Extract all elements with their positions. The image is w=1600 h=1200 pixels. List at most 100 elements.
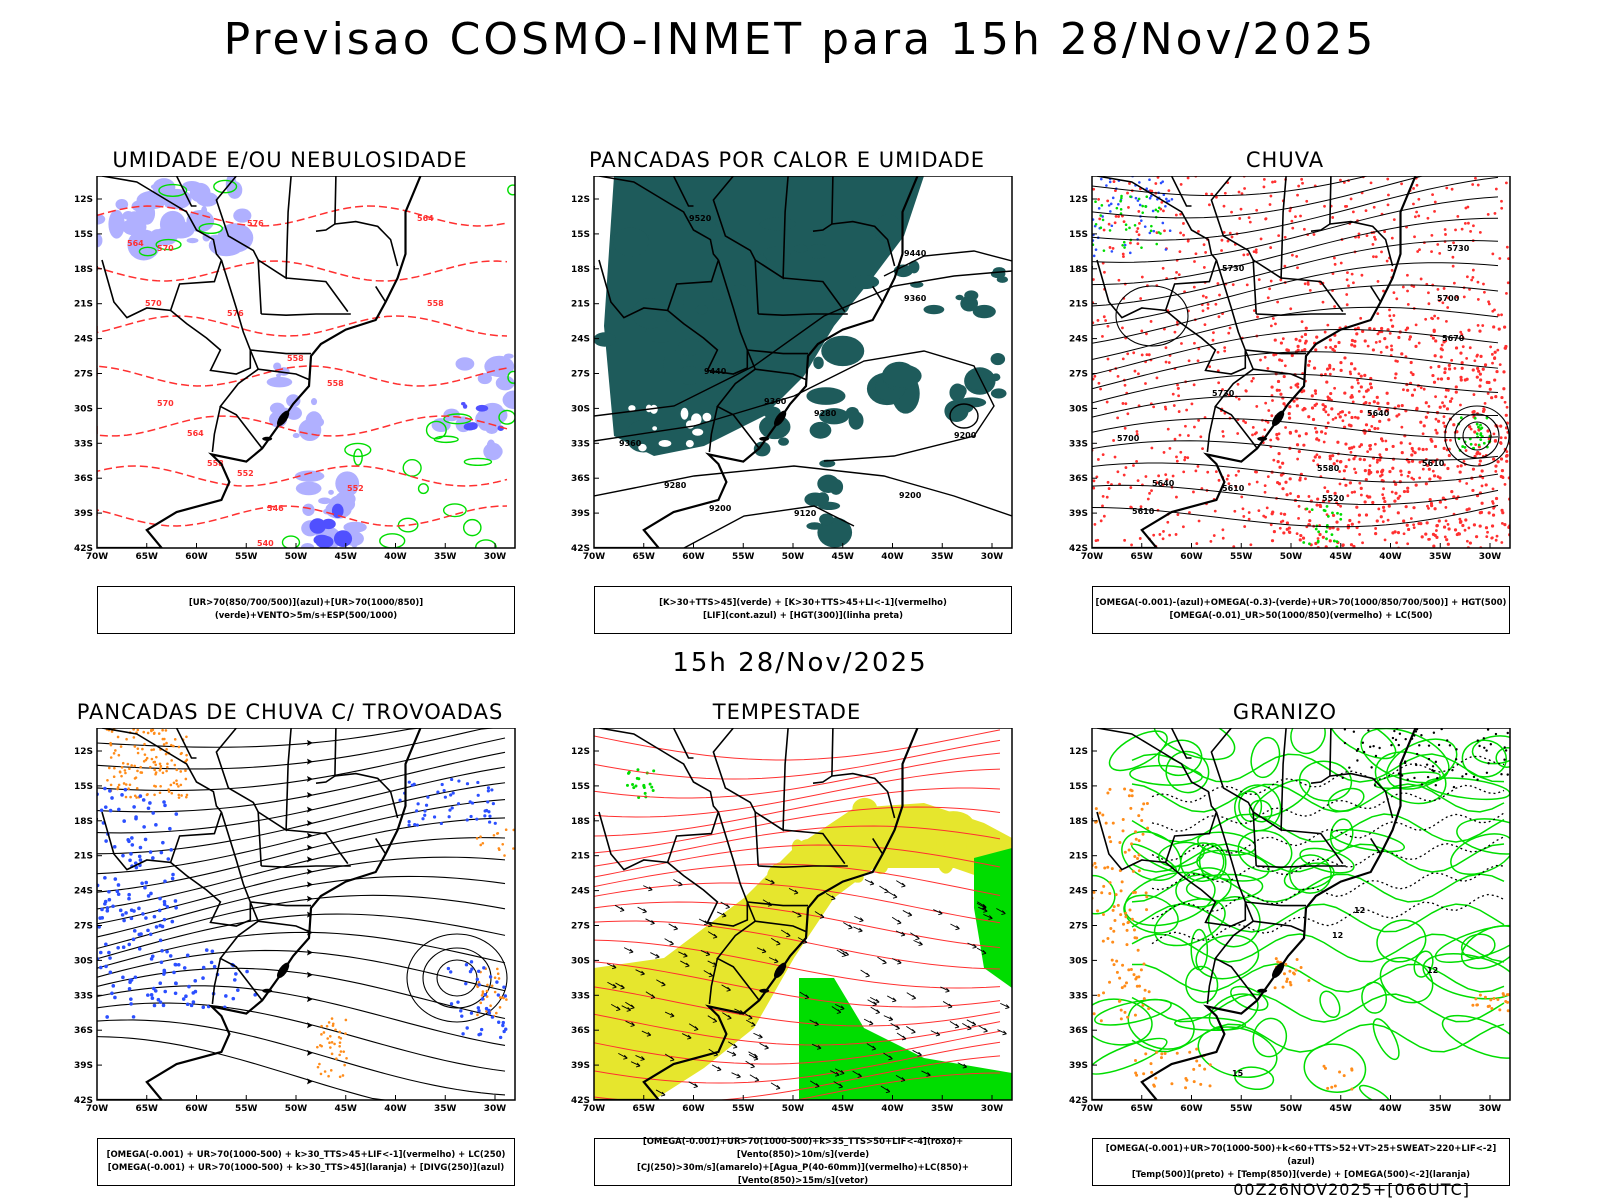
omega-strong-area [1323, 509, 1327, 513]
lon-tick-label: 60W [1180, 552, 1203, 562]
thunderstorm-area [330, 1052, 334, 1056]
rain-area [1112, 439, 1115, 442]
divergence-area [103, 902, 107, 906]
wind-vector [997, 1029, 1007, 1036]
rain-area [1144, 475, 1148, 478]
rain-area [1202, 243, 1206, 247]
contour-label: 5610 [1422, 459, 1445, 468]
contour-label: 558 [427, 299, 444, 308]
omega-500-area [1103, 866, 1107, 870]
rain-area [1263, 355, 1267, 359]
thunderstorm-area [344, 1032, 347, 1035]
rain-area [1318, 504, 1323, 509]
thunderstorm-area [150, 748, 153, 752]
rain-area [1321, 535, 1325, 539]
rain-area [1275, 432, 1279, 437]
contour-label: 552 [237, 469, 254, 478]
temp-850-contour [1379, 956, 1434, 1004]
rain-area [1182, 470, 1186, 474]
temp-850-contour [1131, 783, 1505, 813]
wind-vector [731, 1072, 741, 1079]
thunderstorm-area [497, 847, 501, 850]
temp-500-contour [1151, 812, 1505, 862]
rain-area [1338, 470, 1342, 473]
divergence-area [108, 808, 113, 813]
rain-area [1304, 339, 1308, 343]
rain-area [1381, 520, 1385, 524]
rain-area [1357, 513, 1362, 517]
rain-area [1274, 322, 1277, 326]
rain-area [1218, 293, 1221, 297]
rain-area [1113, 221, 1117, 225]
rain-area [1386, 401, 1390, 405]
temp-850-contour [1094, 998, 1172, 1026]
humidity-area [294, 470, 325, 482]
divergence-area [421, 817, 425, 821]
rain-area [1226, 239, 1230, 243]
temp-850-contour [1319, 990, 1341, 1018]
rain-area [1252, 250, 1256, 254]
omega-strong-area [1475, 432, 1479, 436]
thunderstorm-area [328, 1041, 331, 1045]
thunderstorm-area [124, 783, 128, 786]
rain-area [1137, 210, 1141, 213]
wind-vector [664, 938, 674, 946]
thickness-contour [97, 315, 508, 337]
divergence-area [105, 909, 110, 913]
state-border [598, 811, 720, 871]
contour-label: 5700 [1437, 294, 1460, 303]
thunderstorm-area [152, 732, 156, 735]
gap [638, 443, 647, 452]
omega-500-area [1137, 975, 1141, 979]
contour-label: 564 [417, 214, 434, 223]
streamline [97, 1002, 506, 1072]
instability-area [908, 260, 920, 274]
rain-area [1487, 302, 1491, 306]
rain-area [1413, 388, 1417, 392]
rain-area [1311, 417, 1316, 422]
rain-area [1097, 198, 1100, 201]
rain-area [1266, 420, 1270, 424]
rain-area [1252, 309, 1256, 313]
rain-area [1172, 404, 1176, 407]
stream-arrow [307, 949, 313, 956]
rain-area [1421, 467, 1425, 471]
geopotential-contour [1092, 284, 1499, 344]
rain-area [1099, 519, 1103, 523]
rain-area [1455, 532, 1459, 537]
thunderstorm-area [117, 753, 121, 757]
map-granizo: 1212121512S15S18S21S24S27S30S33S36S39S42… [1069, 728, 1511, 1114]
instability-area [991, 373, 1001, 382]
omega-500-area [1289, 983, 1293, 987]
rain-area [1215, 195, 1218, 199]
rain-area [1500, 541, 1504, 544]
temp-850-contour [1198, 842, 1227, 881]
rain-area [1136, 479, 1140, 482]
state-border [1170, 728, 1192, 759]
stream-arrow [307, 996, 313, 1003]
rain-area [1429, 366, 1433, 369]
omega-500-area [1141, 1003, 1145, 1007]
wind-vector [765, 878, 775, 885]
rain-area [1439, 377, 1444, 381]
instability-area [604, 176, 924, 456]
state-border [1245, 901, 1306, 907]
lat-tick-label: 18S [571, 817, 590, 827]
rain-area [1476, 183, 1480, 187]
temp-850-contour [1123, 894, 1179, 934]
thunderstorm-area [132, 736, 136, 739]
rain-area [1262, 185, 1266, 189]
rain-area [1409, 360, 1413, 365]
rain-area [1333, 386, 1337, 390]
wind-vector [678, 951, 688, 958]
streamline [97, 751, 506, 813]
rain-area [1504, 454, 1509, 458]
omega-area [1097, 207, 1101, 210]
rain-area [1353, 344, 1357, 348]
wind-850-area [636, 768, 640, 772]
rain-area [1263, 484, 1267, 487]
rain-area [1192, 285, 1196, 289]
rain-area [1446, 522, 1450, 526]
divergence-area [456, 802, 461, 806]
rain-area [1202, 266, 1206, 269]
